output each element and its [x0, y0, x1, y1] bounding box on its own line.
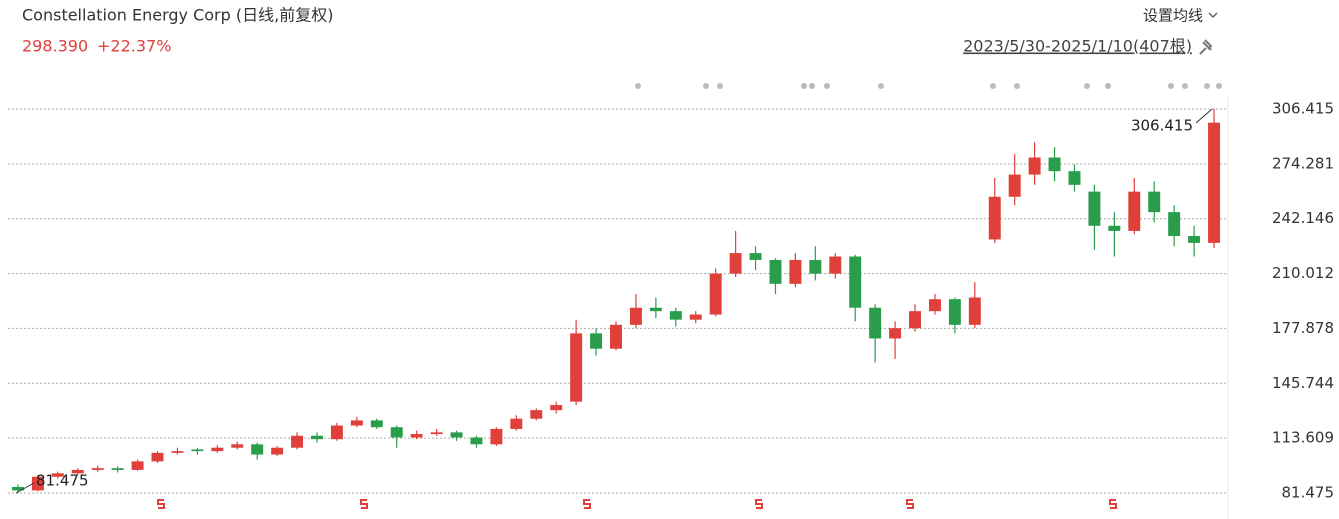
candle-body: [948, 299, 961, 325]
y-tick-label: 177.878: [1272, 319, 1334, 337]
candle-body: [649, 307, 662, 312]
candle-body: [111, 468, 124, 470]
candle-body: [51, 473, 64, 477]
candle-body: [350, 420, 363, 426]
candle-body: [430, 432, 443, 435]
candle-body: [1088, 191, 1101, 226]
candle-body: [530, 410, 543, 419]
date-range[interactable]: 2023/5/30-2025/1/10(407根): [963, 37, 1192, 56]
candle-body: [11, 486, 24, 491]
candle-body: [829, 256, 842, 274]
candle-body: [1008, 174, 1021, 197]
candle-body: [809, 259, 822, 274]
max-arrow: [1195, 108, 1213, 124]
candle-body: [1068, 171, 1081, 185]
y-tick-label: 81.475: [1282, 484, 1335, 502]
candle-body: [968, 297, 981, 325]
candle-body: [1188, 236, 1201, 243]
price: 298.390: [22, 37, 88, 56]
y-tick-label: 145.744: [1272, 374, 1334, 392]
candle-body: [909, 311, 921, 329]
candle-body: [251, 444, 264, 455]
candle-body: [291, 435, 304, 448]
candle-body: [91, 468, 104, 470]
candle-body: [71, 469, 84, 474]
candle-body: [510, 418, 523, 429]
candle-body: [590, 333, 603, 349]
min-label: 81.475: [36, 472, 89, 490]
event-icons: [635, 83, 1222, 89]
candle-body: [849, 256, 862, 308]
candle-body: [131, 461, 144, 470]
candle-body: [470, 437, 483, 445]
dropdown-icon[interactable]: [1208, 12, 1218, 18]
candle-body: [928, 299, 941, 312]
candle-body: [311, 435, 323, 440]
candle-body: [550, 405, 563, 411]
candle-body: [1208, 122, 1221, 243]
candle-body: [1128, 191, 1141, 231]
candle-body: [1108, 225, 1121, 231]
candle-body: [610, 324, 622, 349]
y-tick-label: 113.609: [1272, 429, 1334, 447]
candle-body: [231, 444, 244, 448]
candle-body: [1028, 157, 1041, 175]
candle-body: [370, 420, 383, 428]
chart-title: Constellation Energy Corp (日线,前复权): [22, 6, 333, 25]
y-tick-label: 242.146: [1272, 209, 1334, 227]
candle-body: [1048, 157, 1061, 172]
candle-body: [789, 259, 802, 284]
candle-body: [669, 311, 682, 320]
y-tick-label: 274.281: [1272, 154, 1334, 172]
candle-body: [869, 307, 882, 339]
change: +22.37%: [97, 37, 171, 56]
candle-body: [191, 449, 204, 452]
y-tick-label: 210.012: [1272, 264, 1334, 282]
candle-body: [889, 328, 902, 339]
candle-body: [330, 425, 343, 440]
candle-body: [171, 451, 184, 453]
candle-body: [450, 432, 463, 438]
ma-setting[interactable]: 设置均线: [1143, 7, 1203, 25]
y-tick-label: 306.415: [1272, 100, 1334, 118]
max-label: 306.415: [1131, 117, 1193, 135]
candle-body: [1148, 191, 1161, 213]
candle-body: [1168, 212, 1181, 237]
candle-body: [31, 476, 44, 491]
candle-body: [769, 259, 782, 284]
candle-body: [749, 253, 762, 260]
pin-icon[interactable]: [1199, 39, 1213, 55]
candle-body: [390, 427, 403, 438]
candle-body: [709, 273, 722, 315]
candle-body: [570, 333, 583, 402]
candle-body: [490, 428, 503, 445]
min-arrow: [15, 482, 35, 494]
candle-body: [271, 447, 284, 455]
split-markers: [157, 499, 1117, 509]
candle-body: [211, 447, 224, 452]
candle-body: [988, 196, 1001, 240]
candle-body: [729, 253, 742, 274]
candle-body: [689, 314, 702, 320]
candle-body: [151, 452, 164, 462]
candle-body: [410, 434, 423, 438]
candle-body: [629, 307, 642, 325]
